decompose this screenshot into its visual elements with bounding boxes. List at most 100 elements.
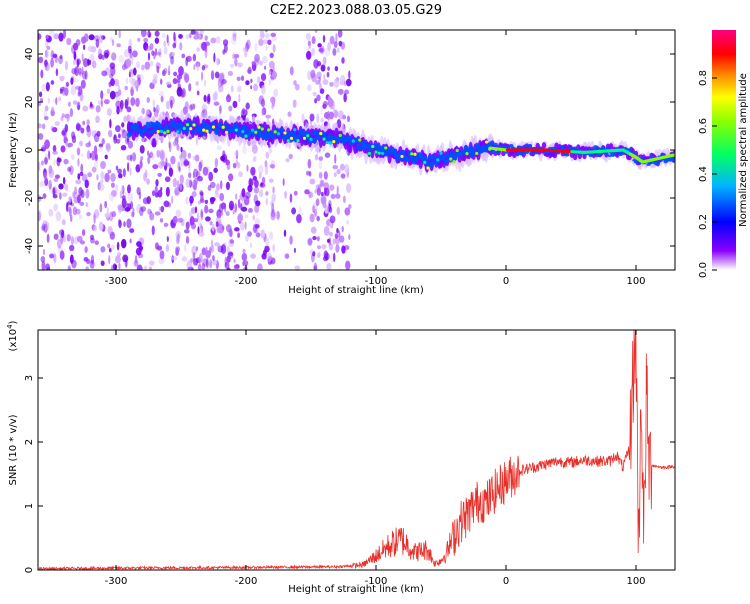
noise-speckle: [154, 47, 158, 57]
ridge-core: [594, 154, 600, 158]
noise-speckle: [238, 93, 241, 103]
noise-speckle: [101, 54, 105, 61]
noise-speckle: [319, 88, 325, 95]
noise-speckle: [51, 106, 55, 113]
noise-speckle: [186, 260, 193, 270]
noise-speckle: [216, 210, 220, 216]
noise-speckle: [199, 30, 204, 37]
noise-speckle: [220, 202, 227, 210]
ridge-core: [328, 132, 333, 140]
noise-speckle: [70, 235, 74, 246]
y-tick-label: 2: [24, 439, 35, 445]
noise-speckle: [194, 154, 200, 162]
noise-speckle: [46, 45, 51, 50]
noise-speckle: [294, 265, 301, 270]
noise-speckle: [232, 53, 236, 60]
ridge-core: [243, 125, 249, 131]
noise-speckle: [75, 208, 81, 215]
noise-speckle: [319, 82, 322, 91]
noise-speckle: [192, 53, 197, 62]
noise-speckle: [209, 259, 213, 269]
noise-speckle: [42, 193, 47, 199]
noise-speckle: [104, 172, 110, 183]
noise-speckle: [304, 189, 310, 195]
noise-speckle: [207, 184, 212, 192]
noise-speckle: [285, 158, 290, 163]
noise-speckle: [343, 80, 347, 87]
noise-speckle: [254, 57, 260, 66]
noise-speckle: [178, 33, 183, 39]
noise-speckle: [168, 142, 172, 153]
noise-speckle: [195, 81, 199, 86]
noise-speckle: [237, 85, 242, 93]
noise-speckle: [199, 191, 204, 196]
noise-speckle: [265, 151, 270, 159]
noise-speckle: [188, 104, 193, 111]
noise-speckle: [135, 164, 141, 173]
noise-speckle: [64, 87, 69, 97]
noise-speckle: [44, 105, 49, 112]
noise-speckle: [215, 36, 221, 44]
noise-speckle: [317, 43, 322, 48]
noise-speckle: [153, 106, 156, 113]
noise-speckle: [197, 33, 203, 40]
noise-speckle: [198, 252, 203, 263]
noise-speckle: [72, 190, 76, 199]
noise-speckle: [182, 106, 188, 115]
noise-speckle: [215, 221, 219, 228]
ridge-hotspot: [374, 150, 378, 154]
noise-speckle: [253, 186, 259, 194]
noise-speckle: [44, 157, 48, 165]
noise-speckle: [137, 37, 141, 42]
y-tick-label: 0: [24, 147, 35, 153]
noise-speckle: [320, 117, 325, 123]
noise-speckle: [113, 134, 118, 144]
noise-speckle: [240, 75, 245, 81]
noise-speckle: [252, 175, 258, 181]
noise-speckle: [53, 253, 57, 263]
ridge-core: [270, 133, 275, 140]
noise-speckle: [185, 235, 190, 245]
noise-speckle: [38, 33, 42, 40]
noise-speckle: [318, 160, 323, 170]
noise-speckle: [86, 119, 90, 126]
noise-speckle: [234, 203, 238, 213]
noise-speckle: [207, 93, 211, 103]
noise-speckle: [237, 232, 241, 239]
noise-speckle: [324, 252, 330, 261]
noise-speckle: [85, 188, 90, 199]
ridge-hotspot: [260, 127, 264, 131]
noise-speckle: [291, 207, 297, 215]
ridge-hotspot: [293, 128, 297, 132]
ridge-core: [148, 121, 154, 129]
ridge-core: [279, 127, 285, 133]
noise-speckle: [82, 44, 86, 51]
noise-speckle: [176, 86, 183, 97]
noise-speckle: [184, 73, 190, 83]
noise-speckle: [316, 236, 320, 242]
noise-speckle: [328, 231, 334, 237]
noise-speckle: [40, 160, 45, 166]
noise-speckle: [50, 80, 55, 85]
noise-speckle: [289, 235, 293, 245]
ridge-hotspot: [286, 139, 290, 143]
noise-speckle: [163, 46, 168, 55]
noise-speckle: [273, 88, 279, 98]
noise-speckle: [308, 171, 312, 177]
noise-speckle: [156, 51, 162, 56]
noise-speckle: [250, 166, 256, 176]
noise-speckle: [108, 255, 111, 265]
ridge-hotspot: [302, 136, 307, 140]
noise-speckle: [100, 260, 105, 267]
noise-speckle: [165, 100, 170, 110]
colorbar-label: Normalized spectral amplitude: [738, 73, 749, 227]
snr-y-multiplier: (x104): [6, 320, 19, 351]
x-tick-label: 100: [626, 576, 645, 587]
noise-speckle: [116, 106, 120, 115]
noise-speckle: [204, 204, 209, 214]
noise-speckle: [208, 208, 214, 214]
noise-speckle: [122, 168, 126, 178]
noise-speckle: [200, 208, 204, 218]
noise-speckle: [245, 102, 250, 110]
noise-speckle: [336, 206, 341, 215]
